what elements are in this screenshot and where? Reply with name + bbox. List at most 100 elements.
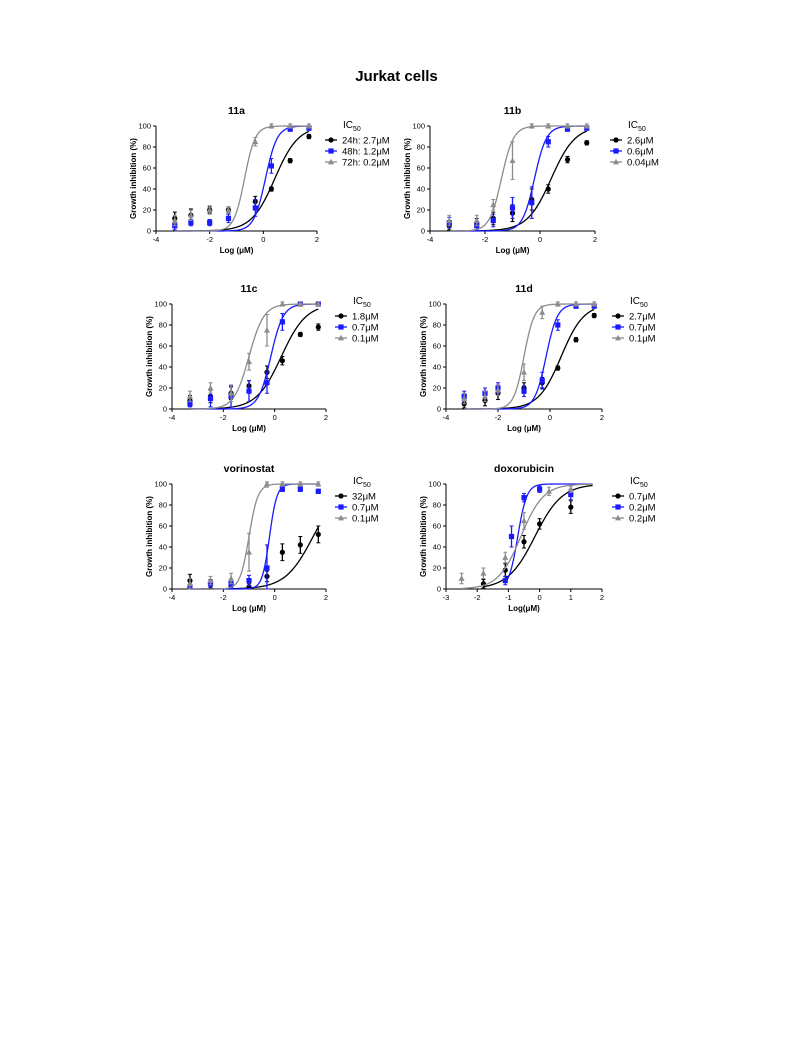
y-tick-label: 40	[143, 185, 151, 194]
legend-entry: 0.04μM	[627, 158, 659, 169]
legend-entry: 0.7μM	[629, 323, 656, 334]
x-tick-label: 0	[538, 235, 542, 244]
data-point	[297, 331, 303, 338]
y-tick-label: 0	[421, 227, 425, 236]
x-tick-label: -1	[505, 593, 512, 602]
legend-title: IC50	[343, 120, 361, 133]
data-point	[279, 300, 286, 307]
fit-curve	[449, 125, 587, 232]
data-point	[528, 122, 535, 129]
data-point	[279, 549, 285, 555]
y-tick-label: 100	[428, 300, 441, 309]
y-tick-label: 100	[428, 480, 441, 489]
data-point	[315, 300, 322, 307]
legend-title: IC50	[628, 120, 646, 133]
legend-entry: 48h: 1.2μM	[342, 147, 390, 158]
y-tick-label: 40	[417, 185, 425, 194]
data-point	[287, 126, 293, 132]
x-tick-label: -4	[169, 413, 176, 422]
x-tick-label: -2	[220, 593, 227, 602]
data-point	[458, 575, 465, 581]
x-tick-label: -2	[482, 235, 489, 244]
fit-curve	[449, 130, 588, 232]
y-axis-label: Growth inhibition (%)	[403, 138, 412, 219]
x-tick-label: 2	[600, 593, 604, 602]
data-point	[187, 212, 194, 218]
fit-curve	[174, 130, 310, 232]
data-point	[297, 542, 303, 548]
data-point	[264, 565, 270, 571]
y-tick-label: 100	[154, 480, 167, 489]
data-point	[246, 358, 252, 365]
data-point	[591, 300, 598, 307]
legend-marker	[338, 493, 344, 499]
data-point	[537, 486, 543, 492]
chart-panel: 11a 0 20 40 60 80 100 -4 -2 0 2 Log (μM) Growth inhi…	[129, 105, 390, 255]
x-tick-label: 0	[261, 235, 265, 244]
y-tick-label: 0	[163, 585, 167, 594]
legend-marker	[615, 493, 621, 499]
data-point	[568, 491, 574, 498]
y-tick-label: 60	[159, 342, 167, 351]
y-axis-label: Growth inhibition (%)	[419, 316, 428, 397]
data-point	[564, 126, 571, 132]
legend-entry: 0.2μM	[629, 503, 656, 514]
x-tick-label: 2	[600, 413, 604, 422]
data-point	[446, 217, 453, 223]
legend-entry: 0.1μM	[352, 514, 379, 525]
x-tick-label: 0	[538, 593, 542, 602]
x-axis-label: Log (μM)	[232, 424, 266, 433]
data-point	[567, 486, 574, 492]
data-point	[171, 217, 178, 223]
data-point	[490, 217, 496, 224]
legend-entry: 0.1μM	[352, 334, 379, 345]
series-gray	[186, 480, 322, 590]
fit-curve	[174, 125, 309, 232]
data-point	[225, 206, 232, 213]
legend-marker	[338, 334, 344, 341]
data-point	[207, 577, 214, 583]
chart-panel: 11d 0 20 40 60 80 100 -4 -2 0 2 Log (μM) Growth inhi…	[419, 283, 656, 433]
legend-marker	[338, 324, 344, 330]
x-tick-label: 0	[273, 593, 277, 602]
data-point	[315, 531, 321, 538]
legend-marker	[338, 514, 344, 521]
legend-entry: 24h: 2.7μM	[342, 136, 390, 147]
chart-title: 11b	[504, 105, 522, 117]
data-point	[539, 378, 545, 384]
chart-panel: vorinostat 0 20 40 60 80 100 -4 -2 0 2 Log (μM) Grow…	[145, 463, 379, 613]
legend-marker	[328, 137, 334, 143]
data-point	[521, 388, 527, 394]
y-tick-label: 60	[159, 522, 167, 531]
y-tick-label: 0	[163, 405, 167, 414]
legend-marker	[613, 137, 619, 143]
legend-entry: 72h: 0.2μM	[342, 158, 390, 169]
chart-title: 11c	[241, 283, 258, 295]
data-point	[545, 488, 552, 494]
chart-title: 11a	[228, 105, 245, 117]
data-point	[529, 200, 535, 206]
y-tick-label: 80	[433, 321, 441, 330]
legend-entry: 2.6μM	[627, 136, 654, 147]
legend-marker	[328, 158, 334, 165]
fit-curve	[483, 484, 593, 588]
data-point	[306, 133, 312, 140]
data-point	[225, 215, 232, 221]
y-axis-label: Growth inhibition (%)	[419, 496, 428, 577]
data-point	[568, 504, 574, 510]
x-tick-label: 2	[593, 235, 597, 244]
y-tick-label: 80	[159, 501, 167, 510]
legend-title: IC50	[353, 476, 371, 489]
data-point	[186, 580, 193, 587]
data-point	[268, 163, 274, 169]
legend-marker	[615, 504, 621, 510]
legend-marker	[615, 334, 621, 341]
x-tick-label: 0	[273, 413, 277, 422]
data-point	[268, 186, 274, 192]
legend-entry: 0.2μM	[629, 514, 656, 525]
data-point	[555, 365, 561, 371]
fit-curve	[461, 483, 593, 590]
y-tick-label: 60	[433, 342, 441, 351]
data-point	[480, 570, 487, 576]
legend-marker	[613, 158, 619, 165]
